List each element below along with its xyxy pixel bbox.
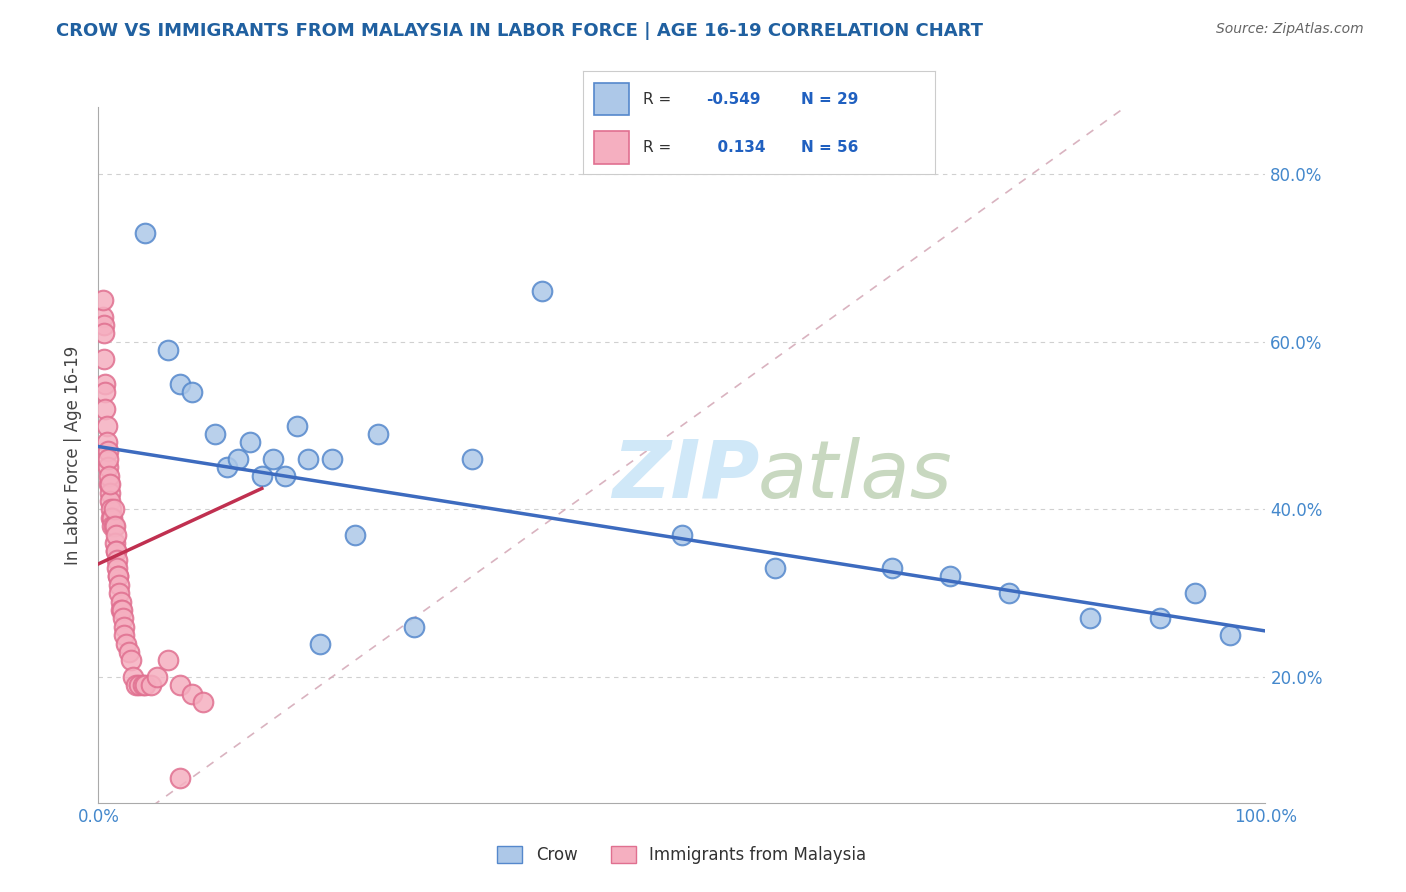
Point (132, 678, 155, 692)
Point (97, 443, 120, 458)
Point (104, 519, 127, 533)
Point (344, 527, 367, 541)
Text: R =: R = (644, 140, 672, 155)
Text: atlas: atlas (758, 437, 952, 515)
Y-axis label: In Labor Force | Age 16-19: In Labor Force | Age 16-19 (65, 345, 83, 565)
Point (110, 603, 132, 617)
Point (128, 678, 150, 692)
Text: N = 56: N = 56 (801, 140, 859, 155)
Point (125, 678, 148, 692)
Point (98, 485, 121, 500)
Point (309, 636, 332, 650)
Text: CROW VS IMMIGRANTS FROM MALAYSIA IN LABOR FORCE | AGE 16-19 CORRELATION CHART: CROW VS IMMIGRANTS FROM MALAYSIA IN LABO… (56, 22, 983, 40)
Point (321, 452, 343, 467)
Point (108, 586, 131, 600)
Point (134, 226, 156, 240)
Point (110, 594, 132, 608)
Point (107, 569, 129, 583)
Point (120, 653, 142, 667)
Point (139, 678, 162, 692)
Point (169, 771, 191, 785)
Point (103, 519, 125, 533)
Point (169, 376, 191, 391)
Point (997, 586, 1019, 600)
Point (228, 452, 250, 467)
Point (101, 510, 124, 524)
Point (103, 502, 125, 516)
Point (93, 326, 115, 341)
Point (96, 418, 118, 433)
Point (98, 477, 121, 491)
Point (118, 645, 141, 659)
Point (134, 678, 156, 692)
Text: 0.134: 0.134 (707, 140, 765, 155)
Text: -0.549: -0.549 (707, 92, 761, 106)
FancyBboxPatch shape (593, 131, 630, 163)
Point (112, 628, 135, 642)
Point (461, 452, 484, 467)
Legend: Crow, Immigrants from Malaysia: Crow, Immigrants from Malaysia (491, 839, 873, 871)
Point (1219, 628, 1241, 642)
Point (1149, 611, 1171, 625)
Point (93, 351, 115, 366)
Point (91, 310, 114, 324)
Point (104, 544, 127, 558)
Point (285, 418, 308, 433)
Point (100, 502, 122, 516)
FancyBboxPatch shape (593, 83, 630, 115)
Point (93, 318, 115, 332)
Point (146, 670, 169, 684)
Point (91, 293, 114, 307)
Point (1184, 586, 1206, 600)
Text: ZIP: ZIP (612, 437, 759, 515)
Point (239, 435, 262, 450)
Point (193, 695, 215, 709)
Point (101, 519, 124, 533)
Point (880, 561, 903, 575)
Point (115, 636, 138, 650)
Point (97, 468, 120, 483)
Point (97, 477, 120, 491)
Point (98, 494, 121, 508)
Point (97, 452, 120, 467)
Point (104, 544, 127, 558)
Point (105, 552, 128, 566)
Point (112, 620, 135, 634)
Point (94, 385, 117, 400)
Point (939, 569, 962, 583)
Point (763, 561, 786, 575)
Point (157, 653, 180, 667)
Point (96, 435, 118, 450)
Text: Source: ZipAtlas.com: Source: ZipAtlas.com (1216, 22, 1364, 37)
Point (530, 285, 553, 299)
Point (104, 536, 127, 550)
Point (297, 452, 319, 467)
Point (111, 603, 134, 617)
Point (402, 620, 425, 634)
Point (157, 343, 180, 358)
Point (105, 561, 128, 575)
Point (180, 687, 202, 701)
Point (94, 401, 117, 416)
Point (671, 527, 693, 541)
Point (104, 527, 127, 541)
Point (274, 468, 297, 483)
Point (367, 427, 389, 442)
Text: R =: R = (644, 92, 672, 106)
Point (97, 460, 120, 475)
Point (250, 468, 273, 483)
Point (100, 510, 122, 524)
Point (107, 569, 129, 583)
Point (204, 427, 226, 442)
Point (111, 611, 134, 625)
Point (122, 670, 145, 684)
Point (180, 385, 202, 400)
Point (262, 452, 284, 467)
Text: N = 29: N = 29 (801, 92, 859, 106)
Point (169, 678, 191, 692)
Point (108, 578, 131, 592)
Point (1080, 611, 1102, 625)
Point (215, 460, 238, 475)
Point (94, 376, 117, 391)
